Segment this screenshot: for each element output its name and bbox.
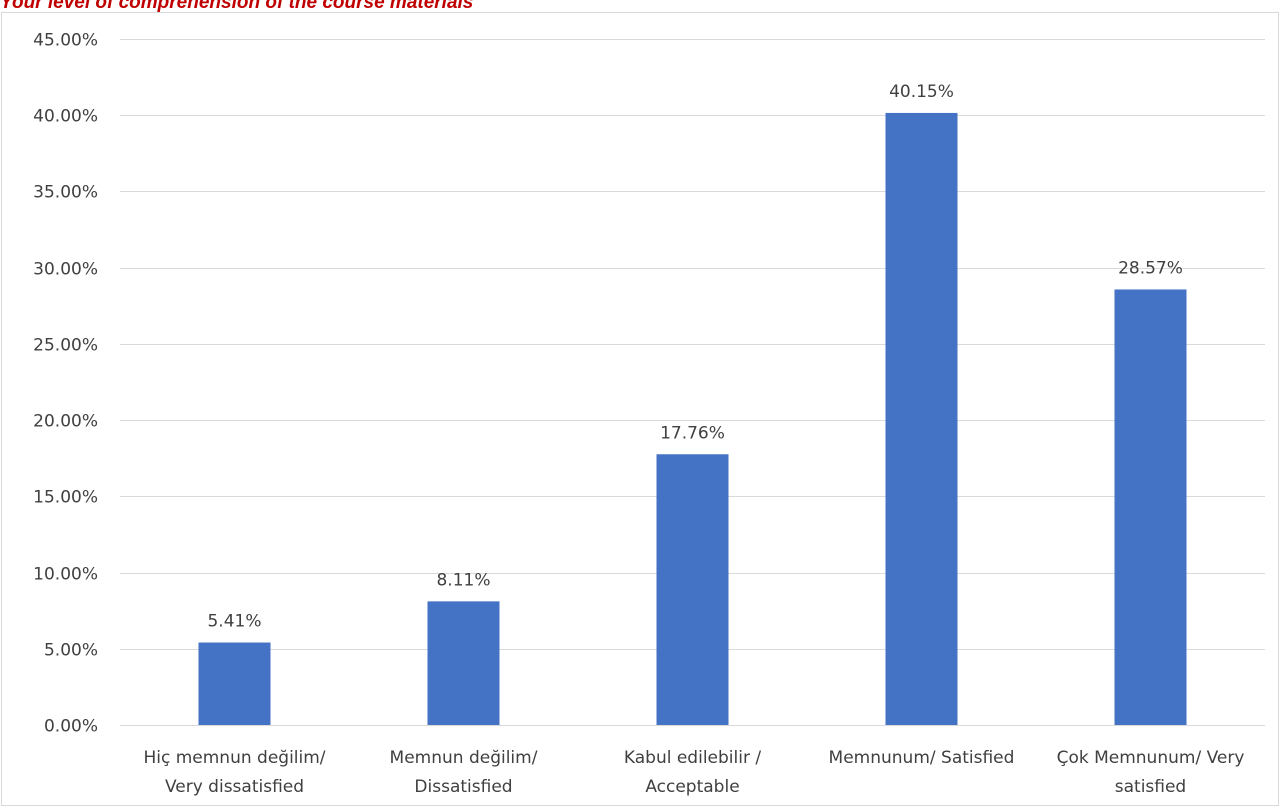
x-tick-label-line: Dissatisfied (414, 777, 512, 797)
y-tick-label: 0.00% (44, 717, 98, 737)
y-tick-label: 15.00% (33, 488, 98, 508)
x-tick-label-line: Memnunum/ Satisfied (829, 748, 1015, 768)
data-label: 40.15% (889, 82, 954, 102)
x-tick-label: Hiç memnun değilim/Very dissatisfied (143, 748, 325, 797)
data-label: 17.76% (660, 423, 725, 443)
x-tick-label: Memnunum/ Satisfied (829, 748, 1015, 768)
x-tick-label-line: Hiç memnun değilim/ (143, 748, 325, 768)
bar (885, 112, 958, 726)
data-labels: 5.41% 8.11% 17.76% 40.15% 28.57% (207, 82, 1182, 632)
y-tick-label: 10.00% (33, 565, 98, 585)
y-tick-label: 25.00% (33, 336, 98, 356)
data-label: 5.41% (207, 612, 261, 632)
bar (198, 642, 271, 725)
y-tick-label: 40.00% (33, 107, 98, 127)
y-tick-label: 20.00% (33, 412, 98, 432)
x-tick-label-line: Çok Memnunum/ Very (1057, 748, 1245, 768)
y-axis-tick-labels: 0.00% 5.00% 10.00% 15.00% 20.00% 25.00% 30.00%… (33, 31, 98, 737)
x-tick-label-line: Memnun değilim/ (390, 748, 538, 768)
bar (1114, 289, 1187, 725)
x-tick-label: Memnun değilim/Dissatisfied (390, 748, 538, 797)
y-tick-label: 45.00% (33, 31, 98, 51)
bar (656, 454, 729, 725)
gridlines (120, 39, 1265, 726)
x-axis-tick-labels: Hiç memnun değilim/Very dissatisfied Memn… (143, 748, 1244, 797)
y-tick-label: 30.00% (33, 260, 98, 280)
bar (427, 601, 500, 725)
y-tick-label: 35.00% (33, 183, 98, 203)
x-tick-label-line: satisfied (1115, 777, 1186, 797)
data-label: 28.57% (1118, 258, 1183, 278)
x-tick-label-line: Very dissatisfied (165, 777, 304, 797)
x-tick-label-line: Acceptable (645, 777, 739, 797)
x-tick-label-line: Kabul edilebilir / (624, 748, 761, 768)
data-label: 8.11% (436, 570, 490, 590)
x-tick-label: Kabul edilebilir / Acceptable (624, 748, 761, 797)
chart-title: Your level of comprehension of the cours… (0, 0, 474, 13)
y-tick-label: 5.00% (44, 641, 98, 661)
chart-border (1, 12, 1279, 806)
x-tick-label: Çok Memnunum/ Very satisfied (1057, 748, 1245, 797)
bars (198, 112, 1187, 726)
